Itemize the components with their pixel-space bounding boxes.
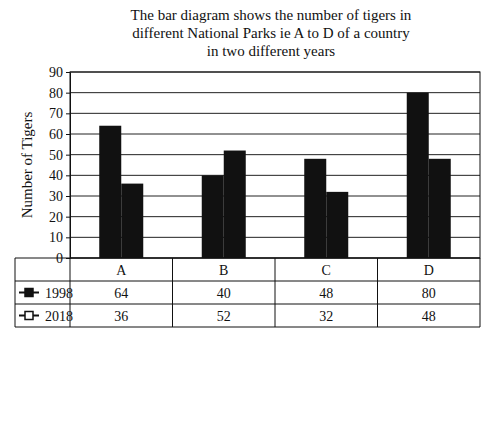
bar <box>224 151 246 258</box>
tick: 20 <box>49 210 70 225</box>
tick: 60 <box>49 127 70 142</box>
x-axis: A B C D <box>116 263 434 278</box>
bar <box>202 175 224 258</box>
tick-label: 70 <box>49 106 63 121</box>
tick: B <box>219 263 228 278</box>
tick: D <box>424 263 434 278</box>
table-rule <box>15 258 16 327</box>
legend-label: 1998 <box>45 286 73 301</box>
table-rule <box>377 258 378 327</box>
tick-mark <box>66 196 70 197</box>
grid <box>70 72 480 258</box>
table-rule <box>275 258 276 327</box>
title: The bar diagram shows the number of tige… <box>131 7 412 59</box>
tick-mark <box>66 72 70 73</box>
data-table: 1998 64 40 48 80 2018 36 52 32 48 <box>15 258 480 327</box>
y-axis: 0102030405060708090 <box>49 65 71 266</box>
tick-label: 90 <box>49 65 63 80</box>
tick: 30 <box>49 189 70 204</box>
legend-label: 2018 <box>45 309 73 324</box>
tick-label: D <box>424 263 434 278</box>
tick: 80 <box>49 86 70 101</box>
tick-mark <box>66 113 70 114</box>
table-rule <box>15 327 480 328</box>
tick-label: A <box>116 263 127 278</box>
table-rule <box>15 258 480 259</box>
bar <box>304 159 326 258</box>
tick-label: 20 <box>49 210 63 225</box>
bars <box>99 93 451 258</box>
data-label: 40 <box>217 286 231 301</box>
legend-marker <box>25 289 33 297</box>
data-label: 64 <box>114 286 128 301</box>
title-line: in two different years <box>207 43 336 59</box>
tick-label: 50 <box>49 148 63 163</box>
tick-label: 30 <box>49 189 63 204</box>
tick: 40 <box>49 168 70 183</box>
y-label: Number of Tigers <box>19 112 35 219</box>
tick-mark <box>66 217 70 218</box>
tick-mark <box>66 237 70 238</box>
tick-mark <box>66 93 70 94</box>
title-line: The bar diagram shows the number of tige… <box>131 7 412 23</box>
tick-mark <box>66 155 70 156</box>
table-rule <box>15 281 480 282</box>
tick: 10 <box>49 230 70 245</box>
tick-mark <box>66 134 70 135</box>
chart: The bar diagram shows the number of tige… <box>0 0 502 431</box>
tick-label: 10 <box>49 230 63 245</box>
tick-label: 60 <box>49 127 63 142</box>
title-line: different National Parks ie A to D of a … <box>132 25 410 41</box>
bar <box>407 93 429 258</box>
tick-label: 40 <box>49 168 63 183</box>
tick: 70 <box>49 106 70 121</box>
data-label: 80 <box>422 286 436 301</box>
tick-label: 80 <box>49 86 63 101</box>
table-rule <box>480 258 481 327</box>
tick-mark <box>66 175 70 176</box>
bar <box>326 192 348 258</box>
data-label: 52 <box>217 309 231 324</box>
tick-label: B <box>219 263 228 278</box>
data-label: 36 <box>114 309 128 324</box>
bar <box>429 159 451 258</box>
table-rule <box>172 258 173 327</box>
bar <box>99 126 121 258</box>
axis-line <box>70 73 71 259</box>
tick: C <box>322 263 331 278</box>
bar <box>121 184 143 258</box>
tick: 90 <box>49 65 70 80</box>
data-label: 48 <box>319 286 333 301</box>
tick-label: C <box>322 263 331 278</box>
data-label: 32 <box>319 309 333 324</box>
data-label: 48 <box>422 309 436 324</box>
tick: A <box>116 263 127 278</box>
plot-frame <box>70 72 480 258</box>
legend-marker <box>25 312 33 320</box>
tick: 50 <box>49 148 70 163</box>
table-rule <box>15 304 480 305</box>
